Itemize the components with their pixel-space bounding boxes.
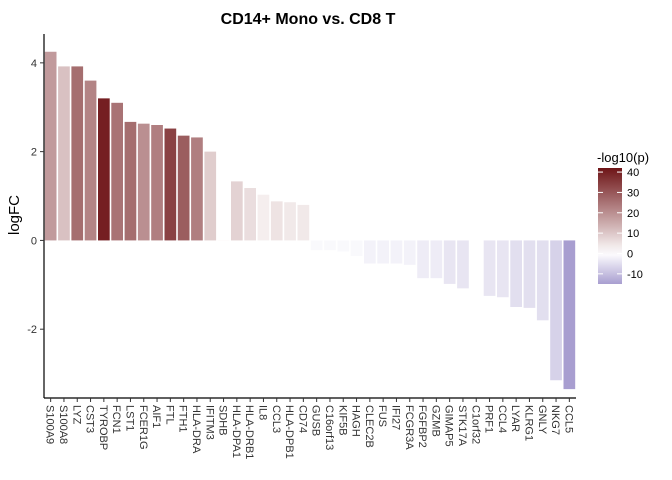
x-tick-label: STK17A bbox=[456, 405, 468, 447]
x-tick-label: GZMB bbox=[429, 405, 441, 437]
bar-stk17a bbox=[457, 240, 469, 289]
x-tick-label: HLA-DPA1 bbox=[230, 405, 242, 458]
bar-cd74 bbox=[297, 204, 310, 241]
x-tick-label: GIMAP5 bbox=[443, 405, 455, 447]
bar-il8 bbox=[257, 194, 270, 241]
x-tick-label: C1orf32 bbox=[469, 405, 481, 444]
bar-ftl bbox=[164, 128, 177, 241]
bar-tyrobp bbox=[98, 98, 110, 241]
bar-gzmb bbox=[430, 240, 443, 279]
x-tick-label: LST1 bbox=[123, 405, 135, 431]
bar-fgfbp2 bbox=[417, 240, 429, 279]
legend-tick-label: 20 bbox=[627, 208, 639, 220]
legend: -log10(p) 40 30 20 10 0 -10 bbox=[597, 150, 649, 284]
x-tick-label: S100A9 bbox=[44, 405, 56, 444]
y-tick-label: 0 bbox=[31, 235, 37, 247]
x-tick-label: FTL bbox=[163, 405, 175, 425]
bar-cst3 bbox=[84, 80, 97, 241]
bar-klrg1 bbox=[523, 240, 536, 308]
legend-tick-label: -10 bbox=[627, 269, 643, 281]
bar-nkg7 bbox=[550, 240, 562, 381]
x-tick-label: KLRG1 bbox=[522, 405, 534, 441]
x-tick-label: CCL3 bbox=[270, 405, 282, 433]
bar-prf1 bbox=[483, 240, 496, 296]
bar-fcgr3a bbox=[403, 240, 416, 265]
x-tick-label: IL8 bbox=[256, 405, 268, 420]
bar-sdhb bbox=[217, 240, 230, 241]
bar-lyar bbox=[510, 240, 522, 307]
bar-c1orf32 bbox=[470, 240, 483, 242]
chart-title: CD14+ Mono vs. CD8 T bbox=[221, 11, 396, 28]
x-tick-label: FTH1 bbox=[177, 405, 189, 433]
bar-lyz bbox=[71, 66, 84, 241]
x-tick-label: GNLY bbox=[536, 405, 548, 435]
x-tick-label: TYROBP bbox=[97, 405, 109, 450]
bar-gusb bbox=[310, 240, 323, 251]
x-tick-label: IFI27 bbox=[389, 405, 401, 430]
x-tick-label: FCGR3A bbox=[403, 405, 415, 450]
x-tick-label: HAGH bbox=[350, 405, 362, 437]
legend-colorbar bbox=[598, 168, 622, 284]
bar-lst1 bbox=[124, 121, 137, 241]
bar-fth1 bbox=[177, 135, 190, 241]
legend-tick-label: 40 bbox=[627, 167, 639, 179]
y-tick-label: 4 bbox=[31, 58, 37, 70]
y-axis: -2 0 2 4 bbox=[27, 34, 45, 398]
bar-hla-dpb1 bbox=[284, 202, 296, 241]
x-tick-label: KIF5B bbox=[336, 405, 348, 436]
x-axis: S100A9 S100A8 LYZ CST3 TYROBP FCN1 LST1 FCER1G A… bbox=[44, 397, 576, 459]
bar-hagh bbox=[350, 240, 363, 256]
x-tick-label: HLA-DRB1 bbox=[243, 405, 255, 459]
bar-gimap5 bbox=[443, 240, 456, 284]
bar-s100a8 bbox=[58, 66, 70, 241]
x-tick-label: CLEC2B bbox=[363, 405, 375, 448]
legend-tick-label: 30 bbox=[627, 187, 639, 199]
x-tick-label: S100A8 bbox=[57, 405, 69, 444]
x-tick-label: CST3 bbox=[84, 405, 96, 433]
x-tick-label: CCL5 bbox=[562, 405, 574, 433]
x-tick-label: GUSB bbox=[310, 405, 322, 436]
bar-c16orf13 bbox=[324, 240, 336, 251]
x-tick-label: SDHB bbox=[217, 405, 229, 436]
legend-tick-label: 10 bbox=[627, 228, 639, 240]
bar-fcer1g bbox=[137, 123, 150, 241]
x-tick-label: FGFBP2 bbox=[416, 405, 428, 448]
bar-hla-dra bbox=[191, 137, 203, 241]
bar-hla-drb1 bbox=[244, 188, 256, 241]
x-tick-label: LYZ bbox=[70, 405, 82, 425]
bar-ccl5 bbox=[563, 240, 576, 390]
x-tick-label: IFITM3 bbox=[203, 405, 215, 440]
bar-ccl4 bbox=[497, 240, 509, 298]
x-tick-label: CD74 bbox=[296, 405, 308, 433]
x-tick-label: FCER1G bbox=[137, 405, 149, 450]
x-tick-label: NKG7 bbox=[549, 405, 561, 435]
x-tick-label: HLA-DRA bbox=[190, 405, 202, 454]
bar-clec2b bbox=[364, 240, 376, 264]
x-tick-label: C16orf13 bbox=[323, 405, 335, 450]
bar-kif5b bbox=[337, 240, 350, 252]
y-tick-label: -2 bbox=[27, 324, 37, 336]
legend-title: -log10(p) bbox=[597, 150, 649, 165]
x-tick-label: PRF1 bbox=[483, 405, 495, 433]
bar-ifi27 bbox=[390, 240, 403, 264]
x-tick-label: AIF1 bbox=[150, 405, 162, 428]
bar-hla-dpa1 bbox=[231, 181, 243, 241]
bars-group bbox=[44, 51, 576, 390]
legend-tick-label: 0 bbox=[627, 248, 633, 260]
x-tick-label: FCN1 bbox=[110, 405, 122, 434]
bar-fus bbox=[377, 240, 389, 264]
x-tick-label: LYAR bbox=[509, 405, 521, 432]
bar-gnly bbox=[536, 240, 549, 321]
y-tick-label: 2 bbox=[31, 147, 37, 159]
x-tick-label: FUS bbox=[376, 405, 388, 427]
y-axis-label: logFC bbox=[6, 195, 23, 235]
x-tick-label: CCL4 bbox=[496, 405, 508, 433]
bar-ccl3 bbox=[270, 201, 283, 241]
bar-aif1 bbox=[151, 125, 163, 241]
bar-fcn1 bbox=[111, 102, 123, 241]
x-tick-label: HLA-DPB1 bbox=[283, 405, 295, 459]
bar-ifitm3 bbox=[204, 151, 217, 241]
bar-s100a9 bbox=[44, 51, 57, 241]
